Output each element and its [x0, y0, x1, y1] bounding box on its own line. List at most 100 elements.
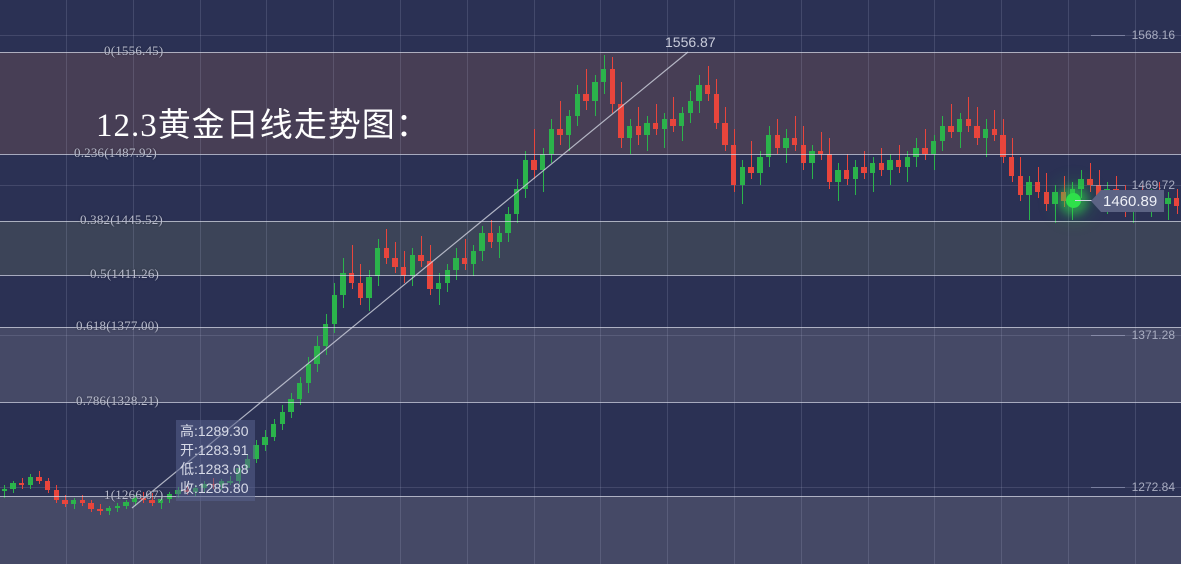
candle-body: [1087, 179, 1093, 186]
candle-body: [678, 113, 685, 126]
candle-body: [626, 125, 633, 139]
candle-body: [1000, 135, 1006, 158]
candle-body: [817, 150, 824, 154]
vertical-gridline: [66, 0, 67, 564]
candle-body: [71, 500, 77, 505]
candle-wick: [1055, 185, 1056, 224]
candle-body: [296, 383, 303, 400]
candle-body: [383, 248, 390, 258]
vertical-gridline: [1001, 0, 1002, 564]
candle-body: [540, 153, 546, 170]
candle-body: [670, 119, 676, 126]
candle-wick: [656, 103, 657, 136]
candle-body: [661, 119, 667, 129]
candle-wick: [838, 163, 839, 202]
ohlc-tooltip: 高:1289.30 开:1283.91 低:1283.08 收:1285.80: [176, 420, 255, 501]
fibonacci-level-label: 0(1556.45): [104, 43, 164, 58]
candle-body: [357, 282, 364, 299]
candle-body: [1052, 191, 1058, 205]
candle-body: [314, 345, 320, 365]
candle-wick: [795, 116, 796, 151]
last-price-tag[interactable]: 1460.89: [1091, 190, 1165, 212]
candle-wick: [4, 485, 5, 498]
price-zone-band: [0, 496, 1181, 564]
candle-body: [340, 273, 346, 296]
fibonacci-level-line: [0, 496, 1181, 497]
swing-high-label: 1556.87: [665, 34, 716, 50]
horizontal-gridline: [0, 185, 1181, 186]
candle-wick: [664, 113, 665, 148]
fibonacci-level-line: [0, 402, 1181, 403]
candle-body: [305, 364, 311, 384]
candle-wick: [864, 150, 865, 180]
candle-wick: [986, 119, 987, 158]
candle-body: [1095, 185, 1102, 198]
candle-wick: [499, 226, 500, 258]
candle-body: [418, 254, 424, 261]
candle-body: [705, 84, 711, 95]
price-zone-band: [0, 221, 1181, 275]
candle-body: [956, 119, 963, 132]
candle-wick: [873, 157, 874, 192]
candle-wick: [421, 235, 422, 268]
candle-body: [496, 232, 502, 242]
candle-body: [62, 499, 68, 505]
candle-wick: [673, 97, 674, 132]
vertical-gridline: [868, 0, 869, 564]
candle-body: [1043, 191, 1050, 205]
candle-body: [1026, 182, 1032, 195]
vertical-gridline: [400, 0, 401, 564]
fibonacci-level-label: 0.618(1377.00): [76, 318, 159, 333]
candle-body: [1165, 197, 1171, 205]
price-axis-label: 1371.28: [1131, 328, 1175, 342]
price-zone-band: [0, 327, 1181, 402]
candle-body: [548, 128, 555, 154]
vertical-gridline: [1135, 0, 1136, 564]
candle-body: [974, 125, 980, 139]
candle-body: [566, 116, 572, 136]
fibonacci-level-label: 0.382(1445.52): [80, 212, 163, 227]
candle-wick: [1038, 166, 1039, 198]
candle-wick: [708, 65, 709, 101]
candle-body: [731, 144, 737, 186]
candle-body: [45, 480, 51, 491]
candle-body: [922, 147, 928, 154]
candle-body: [852, 166, 859, 180]
price-axis-tick: [1091, 335, 1125, 336]
candle-wick: [22, 477, 23, 489]
candle-body: [887, 160, 893, 170]
candle-body: [574, 94, 581, 117]
vertical-gridline: [667, 0, 668, 564]
candle-body: [10, 483, 16, 489]
candle-body: [991, 128, 997, 136]
vertical-gridline: [1068, 0, 1069, 564]
candle-body: [461, 257, 468, 264]
candle-body: [435, 282, 442, 290]
candle-body: [652, 122, 659, 129]
candle-wick: [82, 494, 83, 506]
candle-body: [948, 125, 954, 132]
fibonacci-level-line: [0, 275, 1181, 276]
candle-body: [635, 125, 641, 136]
candle-wick: [1029, 175, 1030, 220]
candle-body: [479, 232, 485, 252]
candle-wick: [1168, 191, 1169, 220]
price-axis-tick: [1091, 487, 1125, 488]
fibonacci-level-line: [0, 154, 1181, 155]
candle-body: [522, 160, 529, 189]
page-title: 12.3黄金日线走势图：: [96, 108, 430, 144]
price-axis-label: 1568.16: [1131, 28, 1175, 42]
candle-body: [1035, 182, 1041, 192]
vertical-gridline: [534, 0, 535, 564]
candle-body: [687, 100, 694, 114]
candle-body: [531, 160, 537, 170]
candle-body: [97, 509, 103, 512]
candle-body: [878, 163, 885, 170]
candle-wick: [907, 150, 908, 183]
candle-wick: [899, 144, 900, 173]
horizontal-gridline: [0, 335, 1181, 336]
vertical-gridline: [934, 0, 935, 564]
candle-body: [1017, 175, 1024, 195]
candle-body: [79, 500, 86, 503]
